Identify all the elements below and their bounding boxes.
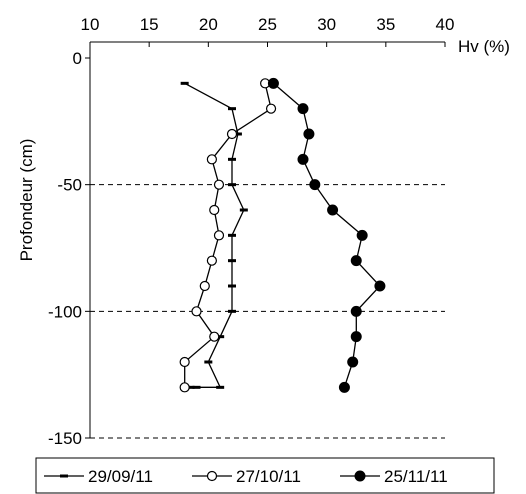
data-point — [265, 103, 277, 114]
data-point — [374, 280, 386, 292]
series-layer — [179, 77, 386, 393]
data-point — [267, 77, 279, 89]
data-point — [338, 381, 350, 393]
y-tick-label: -100 — [48, 302, 82, 321]
data-point — [209, 204, 220, 216]
data-point — [179, 382, 190, 393]
y-tick-label: 0 — [73, 49, 82, 68]
legend-swatch-marker — [206, 470, 218, 482]
data-point — [356, 229, 368, 241]
series-line — [184, 83, 272, 388]
x-tick-label: 25 — [258, 15, 277, 34]
x-axis-title: Hv (%) — [458, 37, 510, 56]
data-point — [179, 356, 190, 368]
x-tick-label: 20 — [199, 15, 218, 34]
x-tick-labels: 10 15 20 25 30 35 40 — [81, 15, 455, 34]
legend: 29/09/11 27/10/11 25/11/11 — [35, 457, 495, 494]
data-point — [347, 356, 359, 368]
data-point — [206, 255, 217, 266]
y-axis-title: Profondeur (cm) — [17, 139, 36, 262]
y-tick-label: -150 — [48, 429, 82, 448]
data-point — [309, 179, 321, 191]
data-point — [350, 305, 362, 317]
data-point — [206, 154, 217, 165]
data-point — [350, 331, 362, 343]
y-tick-label: -50 — [57, 176, 82, 195]
legend-label: 25/11/11 — [384, 467, 448, 486]
legend-swatch-marker — [354, 470, 366, 482]
legend-label: 27/10/11 — [236, 467, 301, 486]
data-point — [213, 179, 225, 190]
y-tick-labels: 0 -50 -100 -150 — [48, 49, 82, 448]
data-point — [213, 230, 225, 241]
data-point — [327, 204, 339, 216]
data-point — [209, 331, 220, 342]
legend-box — [35, 457, 495, 494]
data-point — [191, 306, 202, 317]
series-0 — [180, 81, 248, 389]
data-point — [226, 128, 238, 140]
data-point — [297, 153, 309, 165]
series-1 — [179, 78, 277, 393]
legend-label: 29/09/11 — [88, 467, 153, 486]
data-point — [297, 103, 309, 115]
data-point — [303, 128, 315, 140]
x-tick-label: 10 — [81, 15, 100, 34]
gridlines — [90, 184, 445, 439]
x-tick-label: 40 — [436, 15, 455, 34]
x-tick-label: 35 — [376, 15, 395, 34]
data-point — [350, 255, 362, 267]
x-tick-label: 30 — [317, 15, 336, 34]
data-point — [199, 280, 210, 292]
series-2 — [267, 77, 386, 393]
axes — [85, 41, 446, 439]
x-tick-label: 15 — [140, 15, 159, 34]
